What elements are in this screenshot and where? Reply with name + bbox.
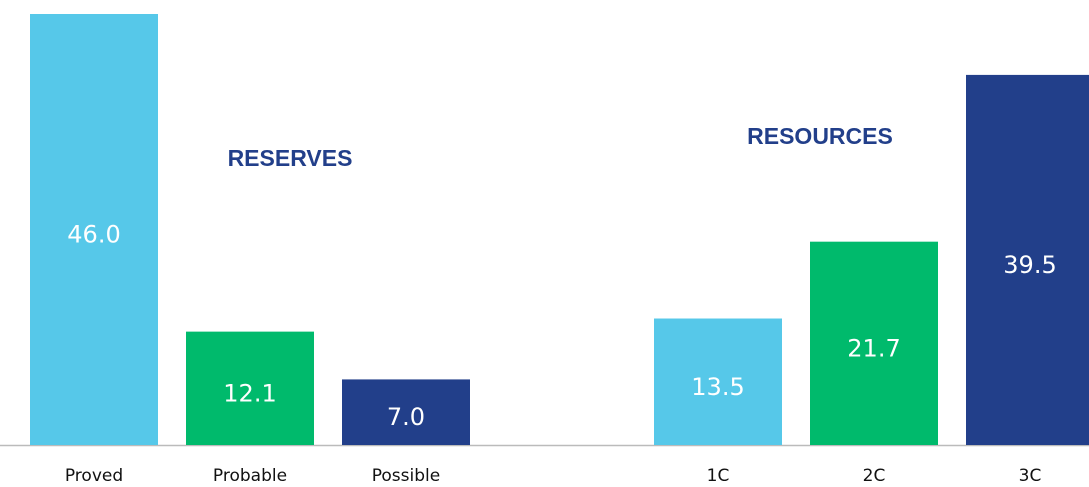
bar [186,331,314,445]
group-title: RESOURCES [747,123,893,149]
x-tick-label: Proved [65,466,123,486]
bar [30,14,158,445]
value-label: 46.0 [67,221,120,249]
value-label: 7.0 [387,403,425,431]
x-tick-label: 1C [707,466,730,486]
value-label: 39.5 [1003,251,1056,279]
bar [654,318,782,445]
value-label: 13.5 [691,373,744,401]
bar [810,241,938,445]
x-tick-label: Possible [372,466,440,486]
x-tick-label: Probable [213,466,287,486]
value-label: 12.1 [223,379,276,407]
bar [966,74,1089,446]
bar [342,379,470,445]
x-tick-label: 2C [863,466,886,486]
group-title: RESERVES [228,145,353,171]
x-tick-label: 3C [1019,466,1042,486]
value-label: 21.7 [847,334,900,362]
